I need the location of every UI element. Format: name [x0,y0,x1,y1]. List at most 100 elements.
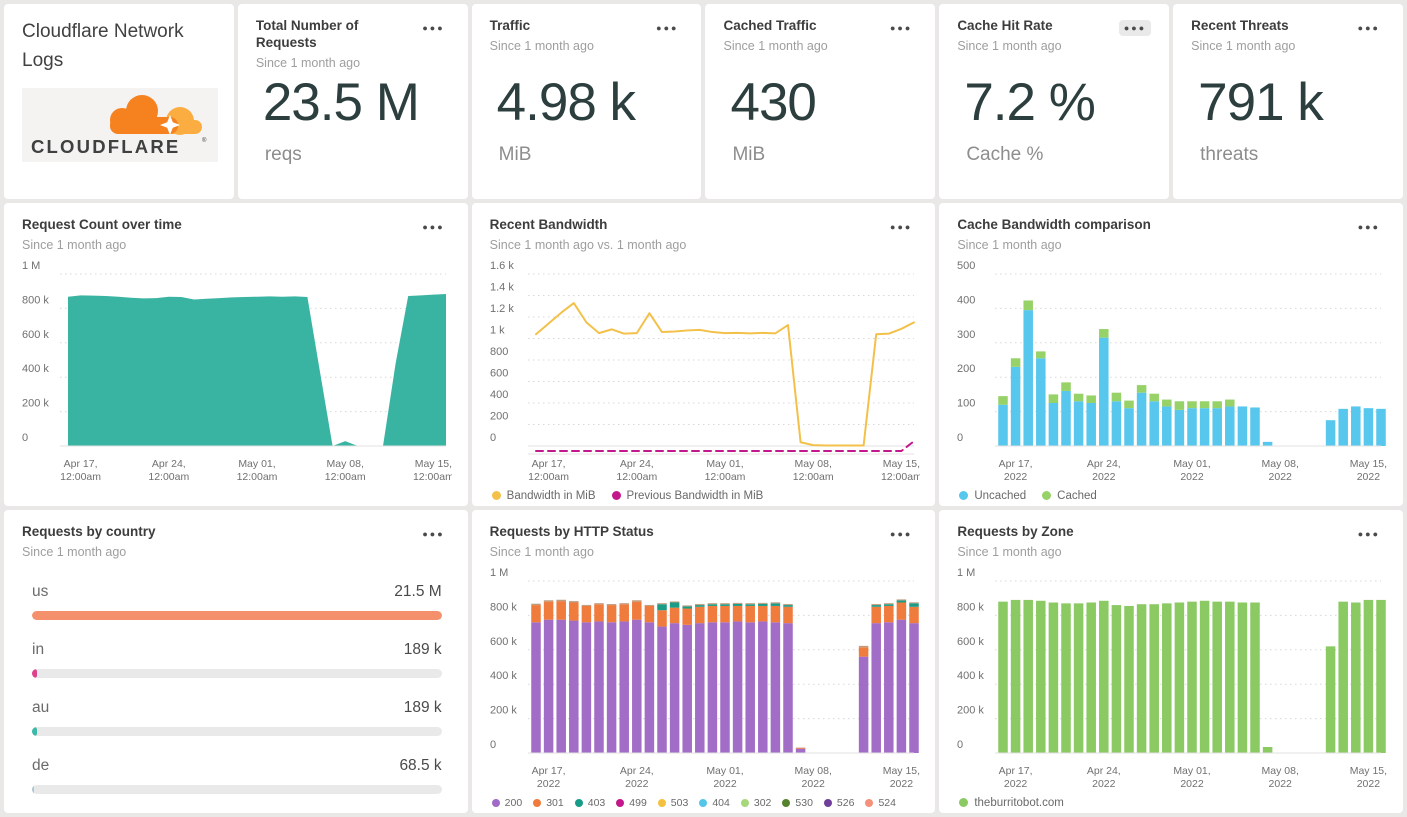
svg-text:2022: 2022 [1181,778,1205,790]
kpi-value: 23.5 M [262,73,420,132]
panel-menu-button[interactable]: ●●● [1357,529,1381,539]
panel-menu-button[interactable]: ●●● [1357,23,1380,33]
legend-item-301[interactable]: 301 [533,797,564,809]
panel-menu-button[interactable]: ●●● [890,222,913,232]
panel-menu-button[interactable]: ●●● [422,222,445,232]
legend-item-theburritobot.com[interactable]: theburritobot.com [959,797,1064,809]
svg-text:200 k: 200 k [957,704,984,716]
panel-subtitle: Since 1 month ago [1191,38,1296,53]
svg-text:2022: 2022 [1269,471,1293,483]
kpi-value: 791 k [1198,73,1324,132]
legend-item-526[interactable]: 526 [823,796,855,809]
legend-item-uncached[interactable]: Uncached [959,490,1026,502]
panel-menu-button[interactable]: ●●● [890,23,913,33]
panel-menu-button[interactable]: ●●● [890,529,913,539]
panel-menu-button[interactable]: ●●● [422,23,445,33]
panel-recent-threats: Recent Threats Since 1 month ago ●●● 791… [1173,4,1403,199]
legend-label: 530 [795,796,813,809]
svg-text:200 k: 200 k [490,704,517,716]
svg-text:1 M: 1 M [22,260,40,272]
legend-item-404[interactable]: 404 [699,797,730,809]
legend-item-previous-bandwidth-in-mib[interactable]: Previous Bandwidth in MiB [611,490,763,502]
panel-title: Cache Bandwidth comparison [957,217,1151,232]
panel-subtitle: Since 1 month ago [957,544,1062,559]
panel-subtitle: Since 1 month ago [489,38,594,53]
svg-text:Apr 24,: Apr 24, [620,765,654,777]
svg-text:600 k: 600 k [957,636,984,648]
svg-text:1.6 k: 1.6 k [490,260,514,272]
svg-text:2022: 2022 [1004,778,1028,790]
svg-text:2022: 2022 [1092,471,1116,483]
legend-dot-icon [782,798,791,807]
kpi-unit: MiB [498,144,532,165]
panel-title: Cached Traffic [723,18,817,33]
legend-label: 499 [629,796,647,809]
svg-text:1 k: 1 k [490,324,505,336]
svg-text:May 15,: May 15, [415,458,452,470]
legend-label: 403 [587,796,606,809]
svg-text:May 08,: May 08, [1262,765,1299,777]
legend-dot-icon [491,491,501,501]
kpi-unit: reqs [264,144,302,165]
svg-text:800 k: 800 k [22,294,49,306]
cloudflare-logo: CLOUDFLARE ® [22,88,218,162]
kpi-value: 7.2 % [964,73,1096,132]
country-bar-track [32,610,442,620]
panel-title: Request Count over time [22,217,182,232]
cloudflare-logo-image: CLOUDFLARE ® [31,95,207,157]
legend-dot-icon [616,798,625,807]
legend-label: 200 [504,796,523,809]
legend-item-530[interactable]: 530 [782,797,813,809]
legend-item-524[interactable]: 524 [865,797,896,809]
legend-item-503[interactable]: 503 [657,797,688,809]
svg-text:May 01,: May 01, [238,458,275,470]
svg-text:May 15,: May 15, [1350,765,1387,777]
legend-label: 526 [836,796,855,809]
svg-text:0: 0 [957,739,963,751]
panel-menu-button[interactable]: ●●● [1118,20,1152,36]
legend-item-cached[interactable]: Cached [1042,490,1097,502]
legend-item-200[interactable]: 200 [491,796,523,809]
panel-menu-button[interactable]: ●●● [656,23,679,33]
country-row-us[interactable]: us 21.5 M [32,583,442,620]
country-bar-fill [32,668,37,678]
panel-title: Cache Hit Rate [957,18,1053,33]
panel-recent-bandwidth: Recent Bandwidth Since 1 month ago vs. 1… [471,203,936,506]
panel-title: Requests by country [22,524,156,539]
logo-wordmark: CLOUDFLARE [31,136,180,157]
svg-text:2022: 2022 [889,778,913,790]
svg-text:2022: 2022 [1181,471,1205,483]
legend-item-499[interactable]: 499 [616,797,647,809]
svg-text:May 08,: May 08, [794,458,831,470]
svg-text:0: 0 [490,739,496,751]
svg-text:May 15,: May 15, [1350,458,1387,470]
panel-subtitle: Since 1 month ago [723,38,828,53]
panel-menu-button[interactable]: ●●● [1357,222,1381,232]
svg-text:200: 200 [957,363,975,375]
svg-text:500: 500 [957,260,975,272]
charts-row-1: Request Count over time Since 1 month ag… [4,203,1404,506]
legend-label: 524 [878,796,896,809]
dashboard-title: Cloudflare Network Logs [22,21,184,71]
svg-text:May 08,: May 08, [1262,458,1299,470]
country-row-in[interactable]: in 189 k [32,641,442,678]
country-row-au[interactable]: au 189 k [32,699,442,736]
legend-item-bandwidth-in-mib[interactable]: Bandwidth in MiB [491,490,596,502]
svg-text:400: 400 [957,294,975,306]
svg-text:800 k: 800 k [957,601,984,613]
legend-dot-icon [959,491,969,501]
panel-title: Traffic [489,18,531,33]
legend-item-302[interactable]: 302 [740,797,771,809]
svg-text:12:00am: 12:00am [60,471,101,483]
legend-item-403[interactable]: 403 [574,796,606,809]
panel-menu-button[interactable]: ●●● [422,529,445,539]
country-value: 189 k [403,640,442,658]
kpi-unit: Cache % [966,144,1044,165]
country-row-de[interactable]: de 68.5 k [32,757,442,794]
legend-dot-icon [533,798,542,807]
